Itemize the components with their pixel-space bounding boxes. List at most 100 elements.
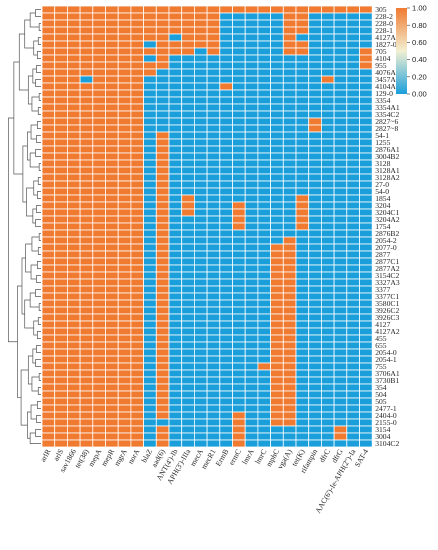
heatmap-cell	[92, 243, 106, 252]
dendrogram-branch	[36, 275, 41, 283]
heatmap-cell	[54, 390, 68, 399]
heatmap-cell	[41, 82, 56, 91]
heatmap-cell	[333, 362, 348, 371]
heatmap-cell	[54, 278, 68, 287]
heatmap-cell	[193, 194, 208, 203]
heatmap-cell	[168, 110, 183, 119]
heatmap-cell	[193, 292, 208, 301]
heatmap-cell	[308, 271, 322, 280]
heatmap-cell	[282, 54, 297, 63]
heatmap-cell	[232, 68, 246, 77]
dendrogram-branch	[30, 404, 38, 420]
heatmap-cell	[117, 40, 132, 49]
heatmap-cell	[282, 383, 297, 392]
heatmap-cell	[320, 47, 335, 56]
heatmap-cell	[359, 180, 373, 189]
heatmap-cell	[219, 117, 233, 126]
heatmap-cell	[41, 285, 56, 294]
heatmap-cell	[193, 425, 208, 434]
heatmap-cell	[92, 12, 106, 21]
heatmap-cell	[270, 19, 284, 28]
heatmap-cell	[54, 103, 68, 112]
heatmap-cell	[359, 292, 373, 301]
heatmap-cell	[270, 334, 284, 343]
heatmap-cell	[168, 54, 183, 63]
heatmap-cell	[346, 110, 360, 119]
heatmap-cell	[92, 439, 106, 448]
row-label: 1854	[375, 194, 390, 203]
heatmap-cell	[295, 327, 310, 336]
heatmap-cell	[359, 334, 373, 343]
heatmap-cell	[219, 194, 233, 203]
heatmap-cell	[346, 432, 360, 441]
heatmap-cell	[270, 75, 284, 84]
heatmap-cell	[117, 271, 132, 280]
colorbar-tick-label: 0.40	[412, 55, 427, 64]
heatmap-cell	[219, 313, 233, 322]
heatmap-cell	[206, 362, 221, 371]
heatmap-cell	[117, 404, 132, 413]
heatmap-cell	[270, 425, 284, 434]
heatmap-cell	[244, 404, 259, 413]
heatmap-cell	[320, 19, 335, 28]
heatmap-cell	[206, 33, 221, 42]
heatmap-cell	[295, 306, 310, 315]
dendrogram-branch	[30, 124, 38, 140]
heatmap-cell	[257, 40, 271, 49]
heatmap-cell	[320, 180, 335, 189]
heatmap-cell	[282, 369, 297, 378]
heatmap-cell	[155, 236, 170, 245]
heatmap-cell	[130, 89, 144, 98]
heatmap-cell	[168, 159, 183, 168]
heatmap-cell	[54, 264, 68, 273]
heatmap-cell	[41, 313, 56, 322]
heatmap-cell	[130, 411, 144, 420]
heatmap-cell	[270, 110, 284, 119]
heatmap-cell	[333, 12, 348, 21]
heatmap-cell	[346, 33, 360, 42]
heatmap-cell	[117, 229, 132, 238]
heatmap-cell	[105, 124, 119, 133]
heatmap-cell	[79, 208, 94, 217]
heatmap-cell	[232, 411, 246, 420]
heatmap-cell	[308, 376, 322, 385]
heatmap-cell	[117, 82, 132, 91]
heatmap-cell	[333, 208, 348, 217]
heatmap-cell	[308, 250, 322, 259]
heatmap-cell	[41, 376, 56, 385]
heatmap-cell	[206, 320, 221, 329]
heatmap-cell	[54, 362, 68, 371]
heatmap-cell	[155, 264, 170, 273]
heatmap-cell	[67, 89, 81, 98]
heatmap-cell	[359, 5, 373, 14]
heatmap-cell	[181, 5, 195, 14]
heatmap-cell	[181, 187, 195, 196]
heatmap-cell	[181, 222, 195, 231]
heatmap-cell	[67, 397, 81, 406]
heatmap-cell	[117, 5, 132, 14]
heatmap-cell	[181, 103, 195, 112]
heatmap-cell	[155, 362, 170, 371]
heatmap-cell	[244, 425, 259, 434]
heatmap-cell	[54, 47, 68, 56]
column-label: ErmB	[214, 448, 231, 468]
heatmap-cell	[308, 26, 322, 35]
heatmap-cell	[54, 187, 68, 196]
heatmap-cell	[193, 103, 208, 112]
heatmap-cell	[168, 292, 183, 301]
heatmap-cell	[333, 124, 348, 133]
heatmap-cell	[257, 194, 271, 203]
dendrogram-branch	[31, 96, 40, 112]
heatmap-cell	[282, 299, 297, 308]
heatmap-cell	[295, 117, 310, 126]
heatmap-cell	[320, 138, 335, 147]
heatmap-cell	[257, 187, 271, 196]
heatmap-cell	[67, 208, 81, 217]
heatmap-cell	[105, 383, 119, 392]
heatmap-cell	[219, 299, 233, 308]
heatmap-cell	[346, 341, 360, 350]
heatmap-cell	[92, 236, 106, 245]
heatmap-cell	[54, 257, 68, 266]
heatmap-cell	[54, 292, 68, 301]
